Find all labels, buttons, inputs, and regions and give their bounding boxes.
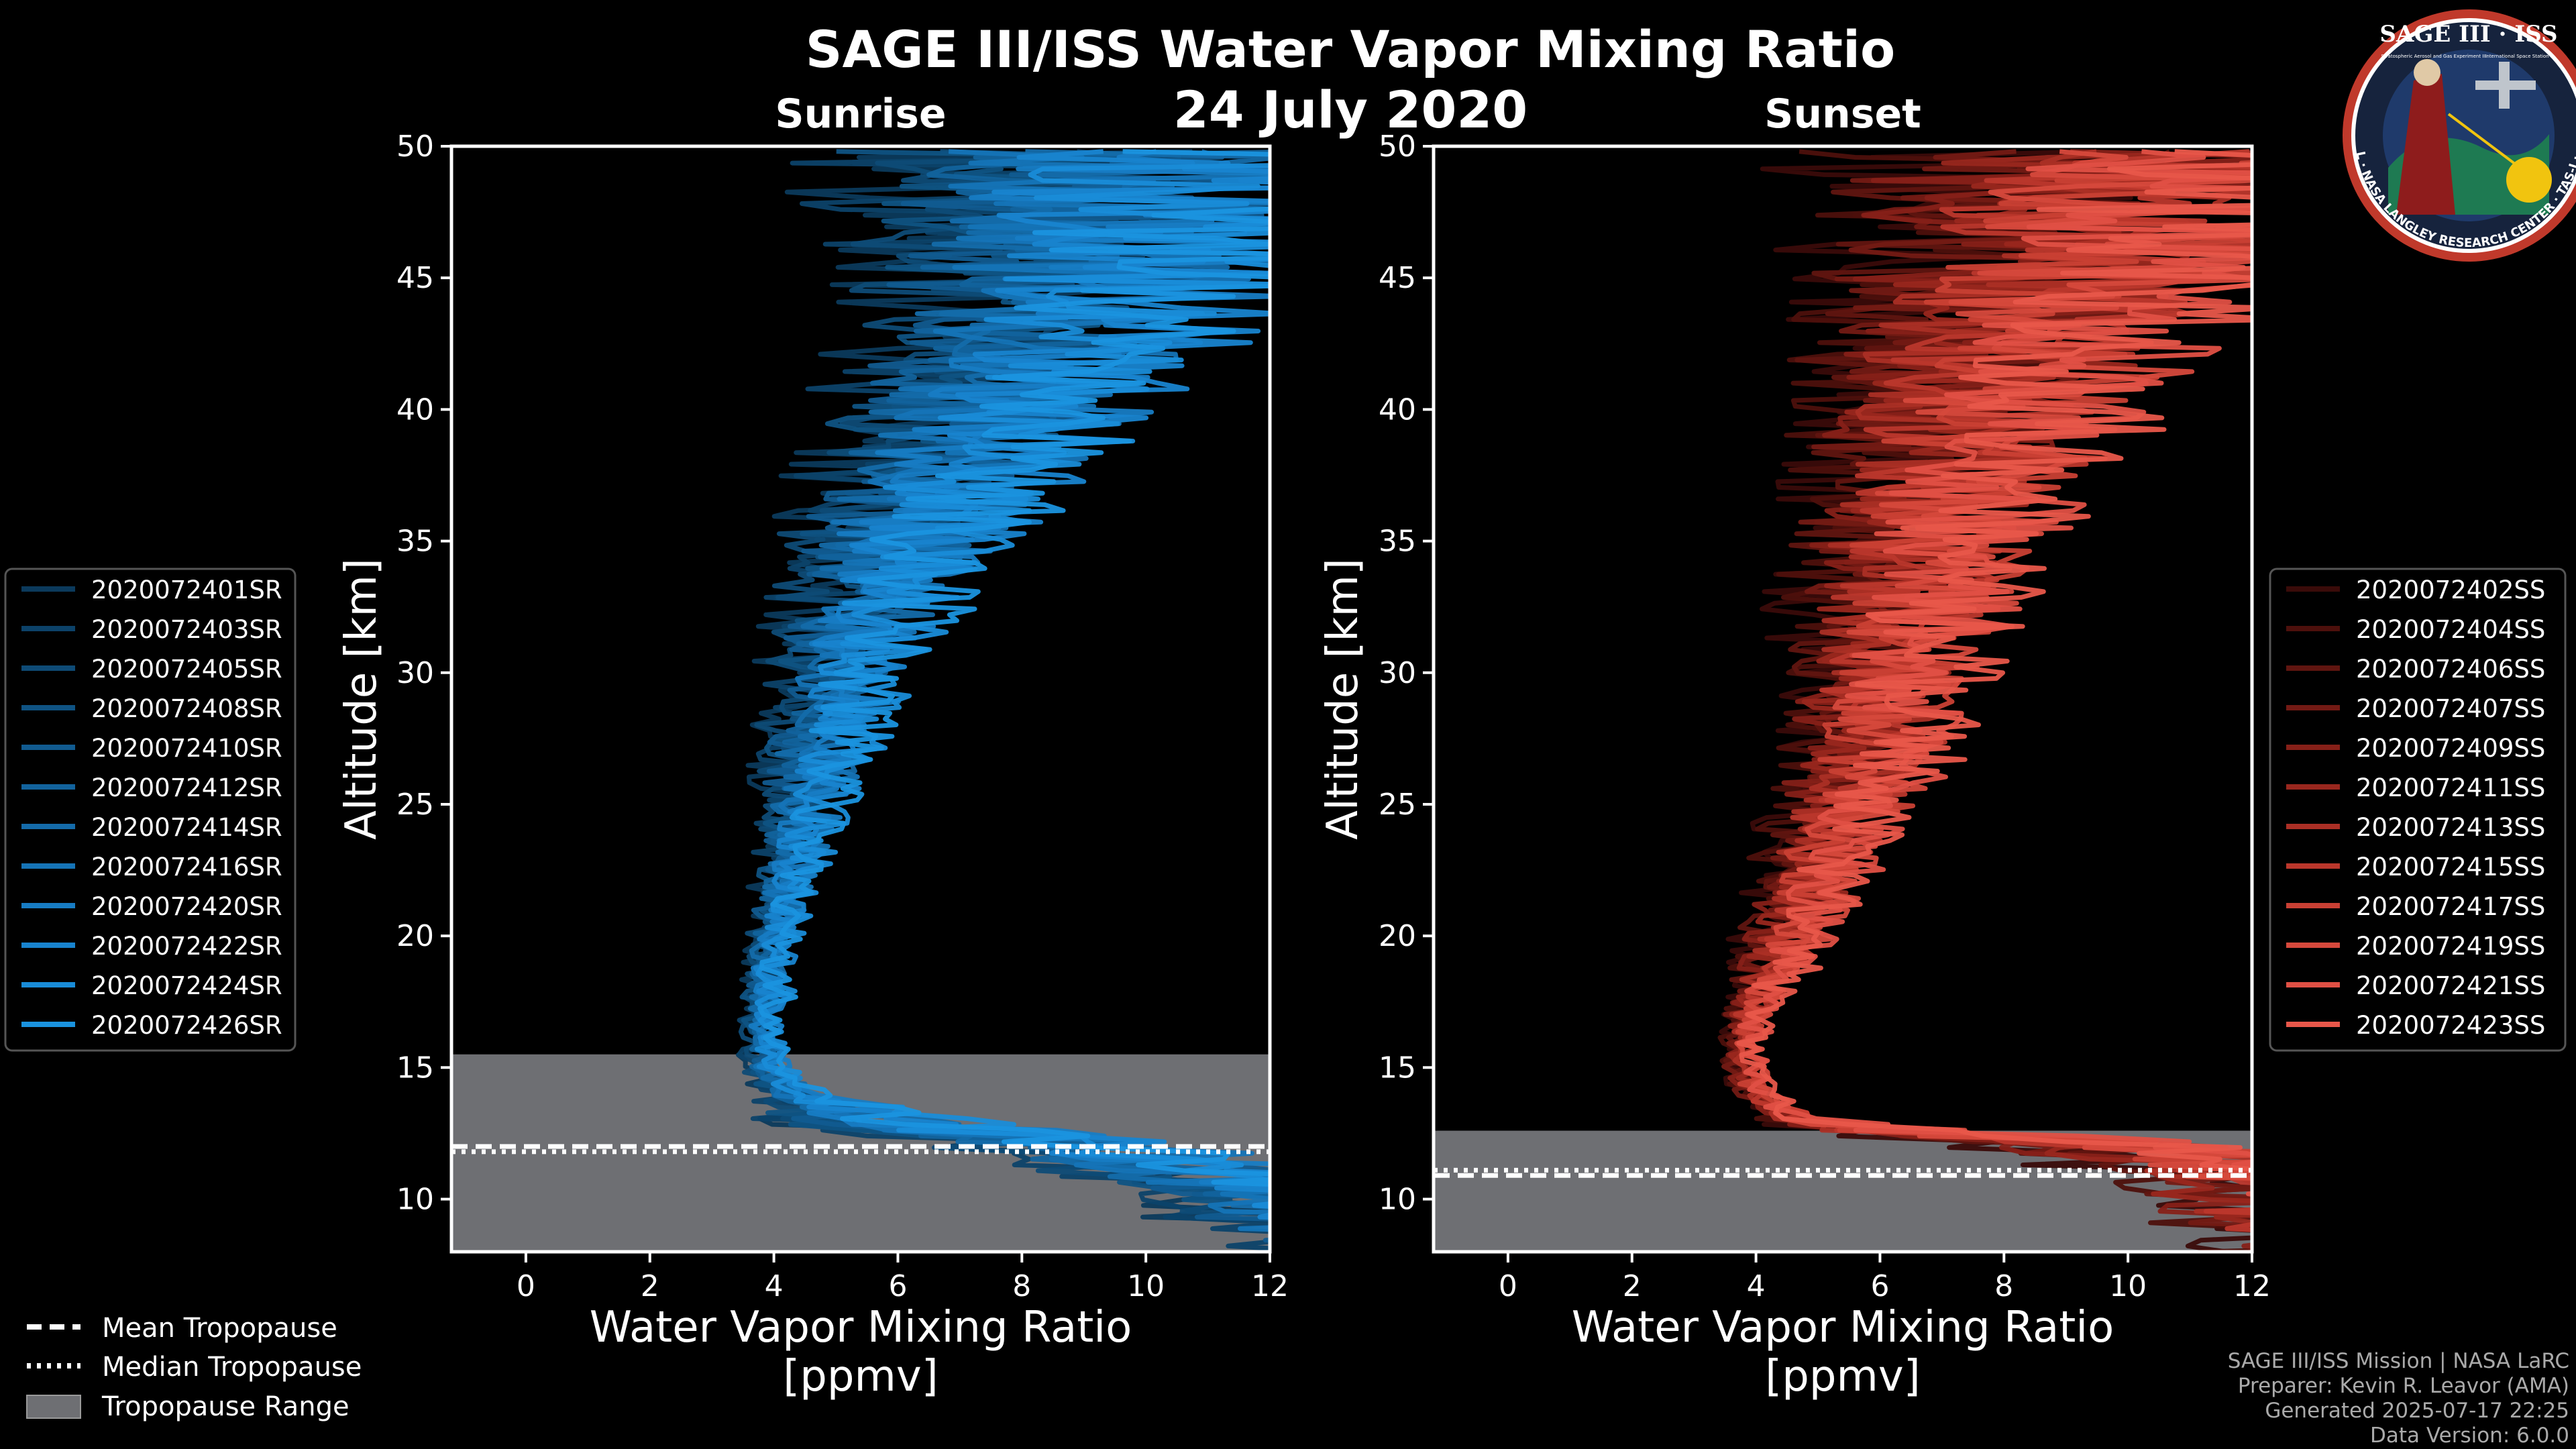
sunset-legend-label: 2020072423SS	[2356, 1011, 2545, 1040]
sunrise-ytick-label: 15	[396, 1051, 434, 1085]
tropopause-range-label: Tropopause Range	[101, 1391, 350, 1422]
tropopause-range-swatch	[26, 1395, 81, 1419]
footer-data-version: Data Version: 6.0.0	[2370, 1424, 2569, 1448]
sunset-legend-label: 2020072417SS	[2356, 892, 2545, 921]
sunset-xtick-label: 0	[1499, 1269, 1517, 1303]
sunset-ticks: 0 2 4 6 8 10 12 10 15 20 25 30 35 40 45 50	[1379, 129, 2271, 1303]
sunset-ytick-label: 45	[1379, 261, 1416, 295]
sunset-panel: Sunset 0 2 4 6 8 10 12 10 15 20 25 30 35 40 45 50 Water…	[1318, 91, 2271, 1401]
sunset-xtick-label: 10	[2109, 1269, 2147, 1303]
sunset-ytick-label: 15	[1379, 1051, 1416, 1085]
sunset-legend-label: 2020072409SS	[2356, 734, 2545, 763]
sunset-ytick-label: 50	[1379, 129, 1416, 164]
sunset-ytick-label: 20	[1379, 919, 1416, 953]
sunrise-tropopause-range	[451, 1054, 1270, 1252]
sunset-legend-label: 2020072419SS	[2356, 932, 2545, 961]
sunrise-xtick-label: 12	[1251, 1269, 1289, 1303]
sunrise-panel: Sunrise 0 2 4 6 8 10 12 10 15 20 25 30 35 40 45 50 Wate…	[337, 91, 1289, 1401]
sunrise-legend-label: 2020072414SR	[91, 813, 282, 842]
sunrise-legend-label: 2020072408SR	[91, 694, 282, 723]
sunset-ytick-label: 25	[1379, 788, 1416, 822]
footer-credits: SAGE III/ISS Mission | NASA LaRC Prepare…	[2228, 1349, 2569, 1448]
sunset-legend-label: 2020072402SS	[2356, 576, 2545, 604]
sunrise-xlabel-line2: [ppmv]	[783, 1352, 938, 1401]
figure-icon	[2396, 74, 2455, 215]
sunrise-legend: 2020072401SR 2020072403SR 2020072405SR 2020…	[4, 568, 297, 1052]
sunrise-ytick-label: 35	[396, 525, 434, 559]
footer-mission: SAGE III/ISS Mission | NASA LaRC	[2228, 1349, 2569, 1373]
sunrise-xtick-label: 8	[1012, 1269, 1031, 1303]
tropopause-legend: Mean Tropopause Median Tropopause Tropop…	[26, 1313, 362, 1422]
sunrise-legend-label: 2020072422SR	[91, 932, 282, 961]
sun-icon	[2506, 157, 2552, 203]
sunrise-ylabel: Altitude [km]	[337, 558, 386, 840]
sunrise-panel-title: Sunrise	[775, 91, 946, 138]
sunrise-profile-2020072426SR	[757, 149, 1270, 1187]
sunset-plot-area	[1434, 149, 2252, 1252]
sunset-ytick-label: 30	[1379, 656, 1416, 690]
sunrise-xtick-label: 4	[765, 1269, 784, 1303]
sunset-ytick-label: 35	[1379, 525, 1416, 559]
sunrise-ytick-label: 30	[396, 656, 434, 690]
sunset-legend-label: 2020072415SS	[2356, 853, 2545, 881]
sunset-ytick-label: 40	[1379, 392, 1416, 427]
sunset-profile-2020072423SS	[1736, 149, 2252, 1172]
sunset-legend-label: 2020072413SS	[2356, 813, 2545, 842]
sunrise-ytick-label: 25	[396, 788, 434, 822]
sunrise-legend-label: 2020072403SR	[91, 615, 282, 644]
sunset-legend: 2020072402SS 2020072404SS 2020072406SS 2020…	[2269, 568, 2567, 1052]
sunset-ytick-label: 10	[1379, 1183, 1416, 1217]
sunset-legend-label: 2020072406SS	[2356, 655, 2545, 684]
sunrise-ytick-label: 10	[396, 1183, 434, 1217]
sunrise-xtick-label: 6	[888, 1269, 907, 1303]
sunrise-legend-label: 2020072426SR	[91, 1011, 282, 1040]
sunrise-xtick-label: 2	[641, 1269, 659, 1303]
sunrise-ticks: 0 2 4 6 8 10 12 10 15 20 25 30 35 40 45 50	[396, 129, 1289, 1303]
sunrise-legend-label: 2020072410SR	[91, 734, 282, 763]
sunrise-legend-label: 2020072424SR	[91, 971, 282, 1000]
sunset-xtick-label: 12	[2233, 1269, 2271, 1303]
figure-date: 24 July 2020	[1173, 80, 1527, 140]
sunrise-xtick-label: 10	[1127, 1269, 1165, 1303]
mean-tropopause-label: Mean Tropopause	[102, 1313, 337, 1344]
logo-title: SAGE III · ISS	[2379, 21, 2557, 48]
logo-subtitle-right: International Space Station	[2485, 54, 2548, 59]
sunrise-legend-label: 2020072405SR	[91, 655, 282, 684]
sunset-xtick-label: 8	[1994, 1269, 2013, 1303]
sunrise-legend-label: 2020072416SR	[91, 853, 282, 881]
footer-preparer: Preparer: Kevin R. Leavor (AMA)	[2238, 1374, 2569, 1398]
sunrise-ytick-label: 50	[396, 129, 434, 164]
figure-title: SAGE III/ISS Water Vapor Mixing Ratio	[806, 19, 1896, 79]
sunset-xlabel-line1: Water Vapor Mixing Ratio	[1572, 1303, 2114, 1352]
sunrise-legend-label: 2020072412SR	[91, 773, 282, 802]
sunset-axes-frame	[1432, 144, 2254, 1254]
sunrise-legend-label: 2020072401SR	[91, 576, 282, 604]
sunset-xtick-label: 2	[1623, 1269, 1642, 1303]
sunrise-ytick-label: 40	[396, 392, 434, 427]
sunset-legend-label: 2020072411SS	[2356, 773, 2545, 802]
sunrise-ytick-label: 20	[396, 919, 434, 953]
median-tropopause-label: Median Tropopause	[102, 1352, 362, 1383]
sunset-panel-title: Sunset	[1764, 91, 1921, 138]
sunrise-plot-area	[451, 149, 1270, 1252]
sunset-xlabel-line2: [ppmv]	[1765, 1352, 1920, 1401]
footer-generated: Generated 2025-07-17 22:25	[2265, 1399, 2569, 1423]
sunset-legend-label: 2020072407SS	[2356, 694, 2545, 723]
logo-subtitle-left: Stratospheric Aerosol and Gas Experiment…	[2381, 54, 2486, 59]
sunrise-xtick-label: 0	[517, 1269, 535, 1303]
sunset-xtick-label: 6	[1870, 1269, 1889, 1303]
sunset-xtick-label: 4	[1747, 1269, 1766, 1303]
sunset-legend-label: 2020072421SS	[2356, 971, 2545, 1000]
sunrise-legend-label: 2020072420SR	[91, 892, 282, 921]
sunset-ylabel: Altitude [km]	[1318, 558, 1368, 840]
sunrise-axes-frame	[449, 144, 1272, 1254]
sunset-legend-label: 2020072404SS	[2356, 615, 2545, 644]
sunrise-ytick-label: 45	[396, 261, 434, 295]
sunrise-xlabel-line1: Water Vapor Mixing Ratio	[590, 1303, 1132, 1352]
